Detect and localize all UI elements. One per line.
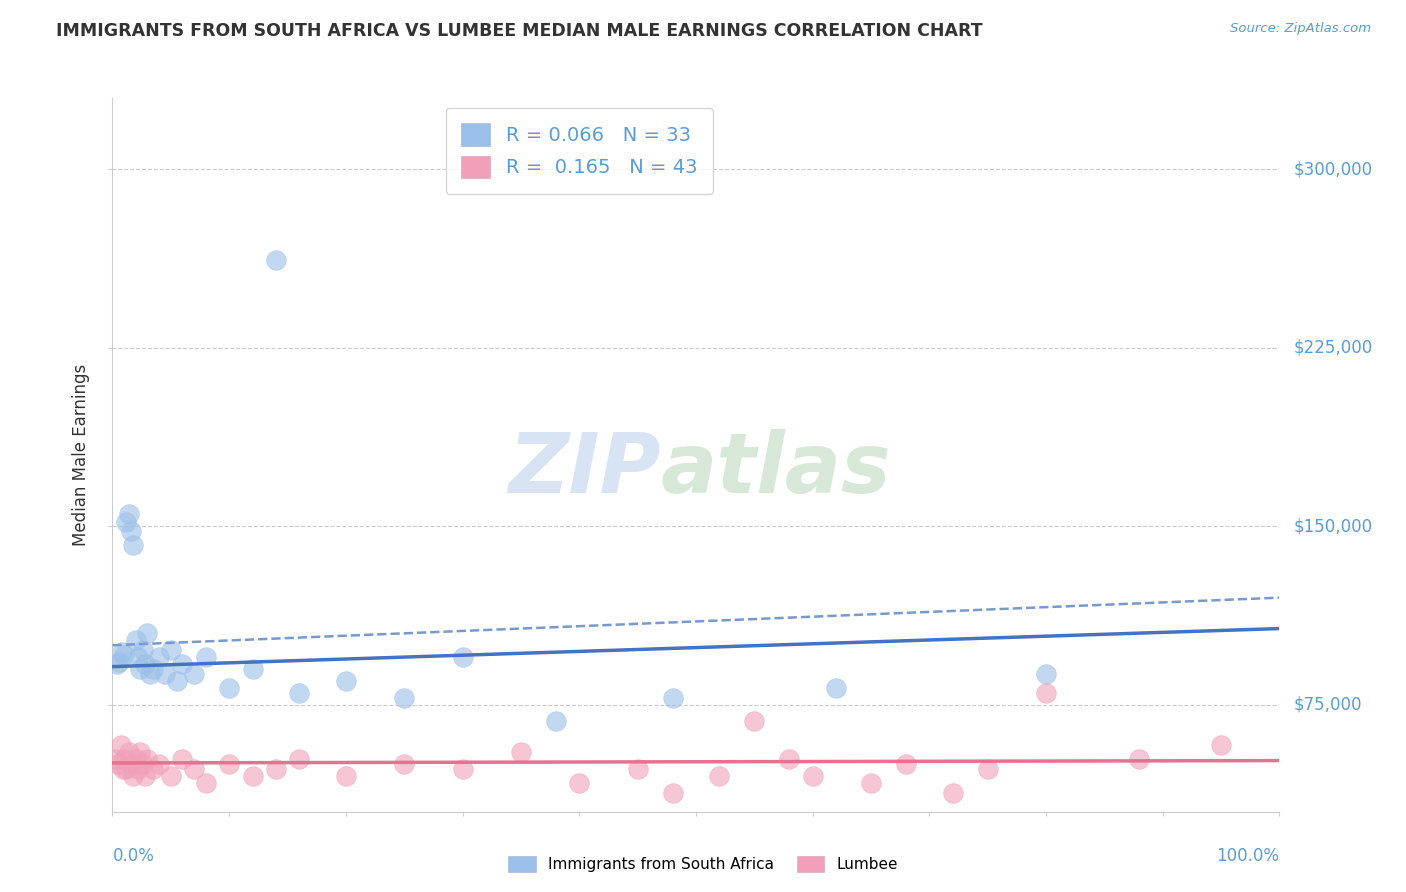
- Point: [451, 762, 474, 776]
- Point: [288, 686, 311, 700]
- Point: [160, 643, 183, 657]
- Point: [148, 650, 170, 665]
- Point: [661, 690, 683, 705]
- Point: [139, 666, 162, 681]
- Point: [288, 752, 311, 766]
- Point: [125, 633, 148, 648]
- Point: [125, 752, 148, 766]
- Point: [160, 769, 183, 783]
- Point: [148, 757, 170, 772]
- Text: 100.0%: 100.0%: [1216, 847, 1279, 865]
- Point: [568, 776, 591, 790]
- Text: $75,000: $75,000: [1294, 696, 1362, 714]
- Point: [976, 762, 998, 776]
- Point: [129, 662, 152, 676]
- Point: [166, 673, 188, 688]
- Text: $150,000: $150,000: [1294, 517, 1372, 535]
- Point: [127, 650, 149, 665]
- Point: [194, 776, 217, 790]
- Text: atlas: atlas: [661, 429, 891, 509]
- Point: [129, 745, 152, 759]
- Point: [742, 714, 765, 729]
- Point: [112, 752, 135, 766]
- Point: [544, 714, 567, 729]
- Y-axis label: Median Male Earnings: Median Male Earnings: [72, 364, 90, 546]
- Point: [627, 762, 650, 776]
- Point: [153, 666, 176, 681]
- Point: [112, 648, 135, 662]
- Point: [172, 657, 194, 672]
- Point: [218, 757, 240, 772]
- Point: [451, 650, 474, 665]
- Point: [110, 738, 132, 752]
- Point: [661, 786, 683, 800]
- Point: [108, 655, 131, 669]
- Point: [242, 662, 264, 676]
- Point: [218, 681, 240, 695]
- Point: [142, 762, 165, 776]
- Point: [859, 776, 883, 790]
- Point: [132, 757, 155, 772]
- Text: Source: ZipAtlas.com: Source: ZipAtlas.com: [1230, 22, 1371, 36]
- Point: [118, 508, 141, 522]
- Point: [194, 650, 217, 665]
- Point: [509, 745, 531, 759]
- Point: [122, 769, 145, 783]
- Point: [104, 752, 127, 766]
- Point: [894, 757, 917, 772]
- Point: [107, 757, 129, 772]
- Text: ZIP: ZIP: [509, 429, 661, 509]
- Point: [111, 762, 134, 776]
- Point: [392, 757, 416, 772]
- Point: [134, 769, 156, 783]
- Text: $225,000: $225,000: [1294, 339, 1372, 357]
- Point: [127, 762, 149, 776]
- Point: [183, 762, 205, 776]
- Point: [172, 752, 194, 766]
- Point: [115, 762, 138, 776]
- Point: [111, 645, 134, 659]
- Text: IMMIGRANTS FROM SOUTH AFRICA VS LUMBEE MEDIAN MALE EARNINGS CORRELATION CHART: IMMIGRANTS FROM SOUTH AFRICA VS LUMBEE M…: [56, 22, 983, 40]
- Point: [105, 657, 128, 672]
- Point: [122, 538, 145, 552]
- Point: [709, 769, 731, 783]
- Point: [392, 690, 416, 705]
- Legend: Immigrants from South Africa, Lumbee: Immigrants from South Africa, Lumbee: [501, 848, 905, 880]
- Point: [1128, 752, 1150, 766]
- Point: [136, 752, 159, 766]
- Point: [1035, 666, 1057, 681]
- Point: [132, 643, 155, 657]
- Point: [778, 752, 800, 766]
- Point: [118, 745, 141, 759]
- Point: [242, 769, 264, 783]
- Point: [1209, 738, 1232, 752]
- Point: [264, 252, 287, 267]
- Point: [335, 769, 357, 783]
- Point: [264, 762, 287, 776]
- Point: [115, 515, 138, 529]
- Point: [801, 769, 824, 783]
- Text: 0.0%: 0.0%: [112, 847, 155, 865]
- Point: [825, 681, 848, 695]
- Point: [183, 666, 205, 681]
- Point: [1035, 686, 1057, 700]
- Point: [142, 662, 165, 676]
- Text: $300,000: $300,000: [1294, 161, 1372, 178]
- Point: [942, 786, 965, 800]
- Point: [335, 673, 357, 688]
- Point: [136, 626, 159, 640]
- Point: [120, 524, 142, 538]
- Point: [134, 657, 156, 672]
- Legend: R = 0.066   N = 33, R =  0.165   N = 43: R = 0.066 N = 33, R = 0.165 N = 43: [446, 108, 713, 194]
- Point: [120, 757, 142, 772]
